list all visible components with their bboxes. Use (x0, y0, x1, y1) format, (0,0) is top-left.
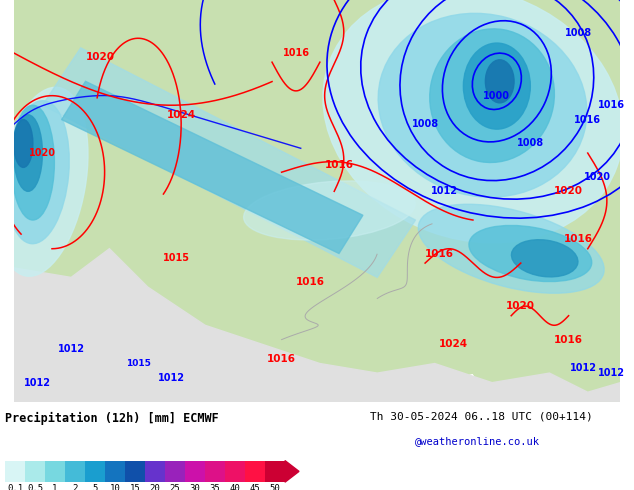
Text: 45: 45 (250, 484, 261, 490)
Ellipse shape (512, 240, 578, 277)
Text: 1016: 1016 (554, 335, 583, 344)
Text: 1024: 1024 (439, 340, 469, 349)
Text: 1016: 1016 (267, 354, 296, 364)
Bar (105, 461, 125, 482)
Text: 1015: 1015 (163, 253, 190, 263)
Ellipse shape (430, 29, 554, 163)
Text: 1020: 1020 (554, 186, 583, 196)
Text: 1020: 1020 (29, 148, 56, 158)
Bar (125, 461, 145, 482)
Bar (245, 461, 265, 482)
Bar (205, 461, 225, 482)
Text: 1020: 1020 (86, 52, 114, 62)
Ellipse shape (6, 100, 69, 244)
Text: @weatheronline.co.uk: @weatheronline.co.uk (415, 436, 540, 446)
Text: 1012: 1012 (569, 363, 597, 373)
Bar (225, 461, 245, 482)
Text: 1012: 1012 (598, 368, 625, 378)
Text: 1016: 1016 (564, 234, 593, 244)
Bar (45, 461, 65, 482)
Bar (85, 461, 105, 482)
Text: 40: 40 (230, 484, 240, 490)
Text: 25: 25 (170, 484, 181, 490)
Text: 1016: 1016 (283, 48, 309, 58)
Text: 5: 5 (93, 484, 98, 490)
Text: 1015: 1015 (126, 359, 150, 368)
Polygon shape (285, 461, 299, 482)
Text: Precipitation (12h) [mm] ECMWF: Precipitation (12h) [mm] ECMWF (5, 412, 219, 425)
Ellipse shape (463, 43, 530, 129)
Text: 1000: 1000 (483, 91, 510, 100)
Text: 1024: 1024 (167, 110, 196, 120)
Bar (265, 461, 285, 482)
Polygon shape (61, 81, 363, 253)
Ellipse shape (0, 87, 88, 276)
Ellipse shape (14, 120, 33, 168)
Polygon shape (42, 48, 415, 277)
Ellipse shape (14, 115, 42, 191)
Text: 50: 50 (269, 484, 280, 490)
Text: 1012: 1012 (58, 344, 84, 354)
Text: 1012: 1012 (158, 373, 185, 383)
Text: 35: 35 (210, 484, 221, 490)
Text: 1012: 1012 (430, 186, 458, 196)
Text: 1020: 1020 (584, 172, 611, 182)
Ellipse shape (323, 0, 623, 243)
Text: 1012: 1012 (24, 378, 51, 388)
Bar (185, 461, 205, 482)
Ellipse shape (469, 225, 592, 282)
Ellipse shape (243, 181, 415, 240)
Polygon shape (14, 0, 620, 402)
Polygon shape (14, 249, 620, 402)
Ellipse shape (418, 204, 604, 293)
Text: 10: 10 (110, 484, 120, 490)
Text: 1020: 1020 (507, 301, 535, 311)
Text: 1: 1 (53, 484, 58, 490)
Text: 0.5: 0.5 (27, 484, 43, 490)
Text: Th 30-05-2024 06..18 UTC (00+114): Th 30-05-2024 06..18 UTC (00+114) (370, 412, 593, 421)
Text: 1008: 1008 (411, 120, 439, 129)
Text: 1016: 1016 (325, 160, 354, 170)
Bar (165, 461, 185, 482)
Text: 1008: 1008 (565, 28, 592, 39)
Ellipse shape (11, 105, 55, 220)
Ellipse shape (486, 60, 514, 103)
Text: 1016: 1016 (598, 100, 625, 110)
Text: 30: 30 (190, 484, 200, 490)
Bar (25, 461, 45, 482)
Text: 1016: 1016 (574, 115, 601, 124)
Bar (145, 461, 165, 482)
Text: 1016: 1016 (296, 277, 325, 287)
Text: 15: 15 (129, 484, 140, 490)
Bar (5, 461, 25, 482)
Text: 1016: 1016 (425, 248, 454, 259)
Bar (65, 461, 85, 482)
Text: 0.1: 0.1 (7, 484, 23, 490)
Ellipse shape (378, 13, 587, 197)
Text: 20: 20 (150, 484, 160, 490)
Text: 1008: 1008 (517, 139, 544, 148)
Text: 2: 2 (72, 484, 78, 490)
